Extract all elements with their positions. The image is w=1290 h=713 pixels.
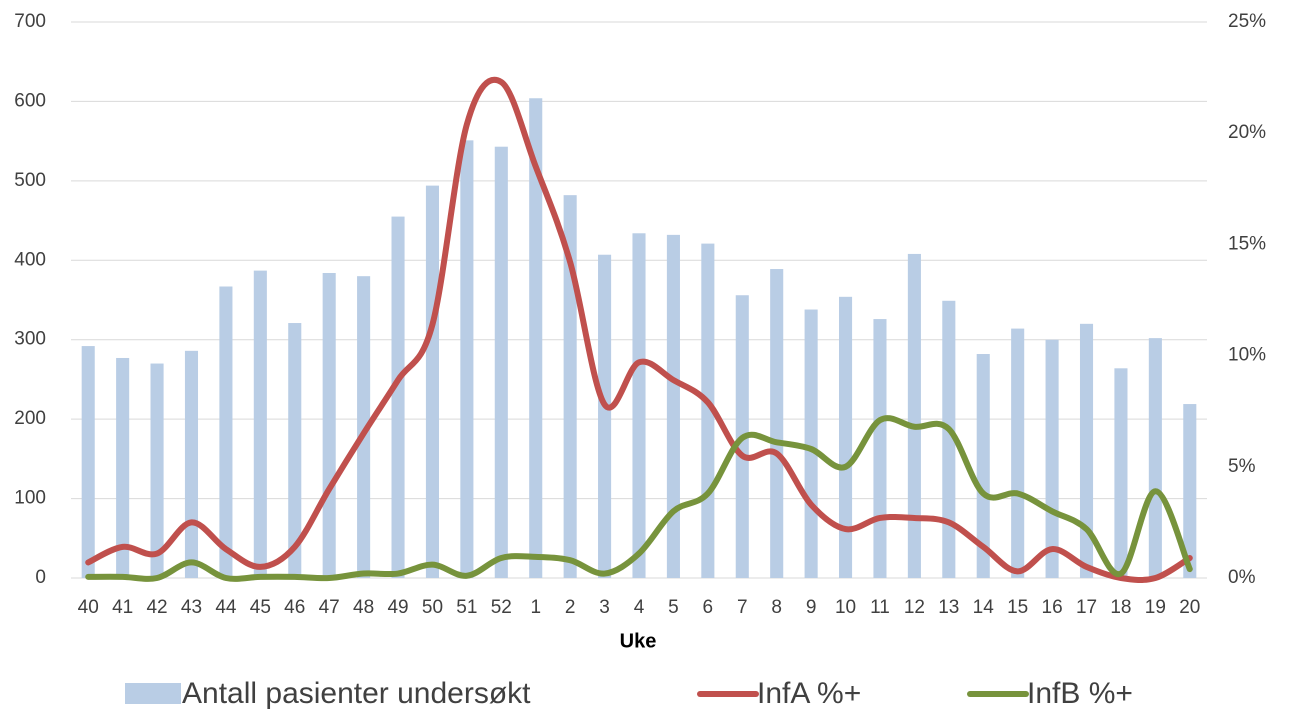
x-tick-label: 49: [387, 597, 408, 618]
x-tick-label: 3: [599, 597, 610, 618]
x-tick-label: 44: [215, 597, 237, 618]
x-tick-label: 51: [456, 597, 477, 618]
x-tick-label: 19: [1145, 597, 1166, 618]
y-tick-label: 400: [14, 249, 46, 270]
bar: [116, 357, 130, 578]
bar: [563, 195, 577, 578]
y-tick-label: 600: [14, 90, 46, 111]
bar: [632, 233, 646, 578]
y-tick-label: 500: [14, 170, 46, 191]
x-tick-label: 2: [565, 597, 576, 618]
bar: [873, 319, 887, 578]
y2-tick-label: 10%: [1228, 345, 1266, 366]
bar: [529, 98, 543, 578]
x-tick-label: 46: [284, 597, 305, 618]
bar: [357, 276, 371, 578]
x-tick-label: 18: [1110, 597, 1131, 618]
legend-swatch: [125, 683, 181, 704]
x-tick-label: 10: [835, 597, 856, 618]
x-tick-label: 17: [1076, 597, 1097, 618]
bar: [81, 346, 95, 578]
x-tick-label: 8: [771, 597, 782, 618]
bar: [770, 269, 784, 578]
y-tick-label: 200: [14, 408, 46, 429]
bar: [976, 354, 990, 578]
x-tick-label: 14: [973, 597, 995, 618]
y2-tick-label: 25%: [1228, 11, 1266, 32]
bar: [1079, 323, 1094, 578]
x-tick-label: 13: [938, 597, 959, 618]
x-tick-label: 41: [112, 597, 133, 618]
bar: [184, 350, 199, 578]
bar: [1011, 328, 1025, 578]
bar: [839, 296, 853, 578]
bar: [1183, 404, 1197, 578]
bar: [1148, 338, 1162, 578]
x-tick-label: 45: [250, 597, 271, 618]
y2-tick-label: 20%: [1228, 122, 1266, 143]
line-series: [85, 415, 1193, 582]
bar: [150, 363, 164, 578]
bar: [804, 309, 818, 578]
y-tick-label: 300: [14, 329, 46, 350]
bar: [219, 286, 233, 578]
legend-label: InfA %+: [757, 677, 861, 710]
y-tick-label: 0: [35, 567, 46, 588]
x-tick-label: 15: [1007, 597, 1028, 618]
x-tick-label: 6: [703, 597, 714, 618]
bar: [253, 270, 267, 578]
bar: [942, 300, 956, 578]
x-tick-label: 7: [737, 597, 748, 618]
x-tick-label: 5: [668, 597, 679, 618]
legend-label: InfB %+: [1027, 677, 1133, 710]
x-tick-label: 52: [491, 597, 512, 618]
x-tick-label: 9: [806, 597, 817, 618]
line-series: [85, 76, 1193, 583]
y2-tick-label: 5%: [1228, 456, 1256, 477]
x-axis-title: Uke: [620, 630, 657, 652]
x-tick-label: 48: [353, 597, 374, 618]
x-tick-label: 42: [146, 597, 167, 618]
x-tick-label: 43: [181, 597, 202, 618]
x-tick-label: 16: [1042, 597, 1063, 618]
x-tick-label: 47: [319, 597, 340, 618]
legend-label: Antall pasienter undersøkt: [182, 677, 531, 710]
x-tick-label: 12: [904, 597, 925, 618]
bar: [425, 185, 439, 578]
y-tick-label: 100: [14, 488, 46, 509]
y2-tick-label: 15%: [1228, 233, 1266, 254]
bar: [288, 323, 302, 578]
x-tick-label: 40: [78, 597, 99, 618]
bar: [322, 272, 336, 578]
bar: [1114, 368, 1128, 578]
y2-tick-label: 0%: [1228, 567, 1256, 588]
bar: [1045, 339, 1059, 578]
bar: [391, 216, 405, 578]
bar: [460, 140, 474, 578]
x-tick-label: 20: [1179, 597, 1200, 618]
bar: [907, 253, 921, 578]
bar: [598, 254, 612, 578]
x-tick-label: 11: [870, 597, 890, 618]
bar: [666, 234, 680, 578]
x-tick-label: 1: [530, 597, 541, 618]
bar: [494, 146, 508, 578]
x-tick-label: 4: [634, 597, 645, 618]
y-tick-label: 700: [14, 11, 46, 32]
x-tick-label: 50: [422, 597, 443, 618]
